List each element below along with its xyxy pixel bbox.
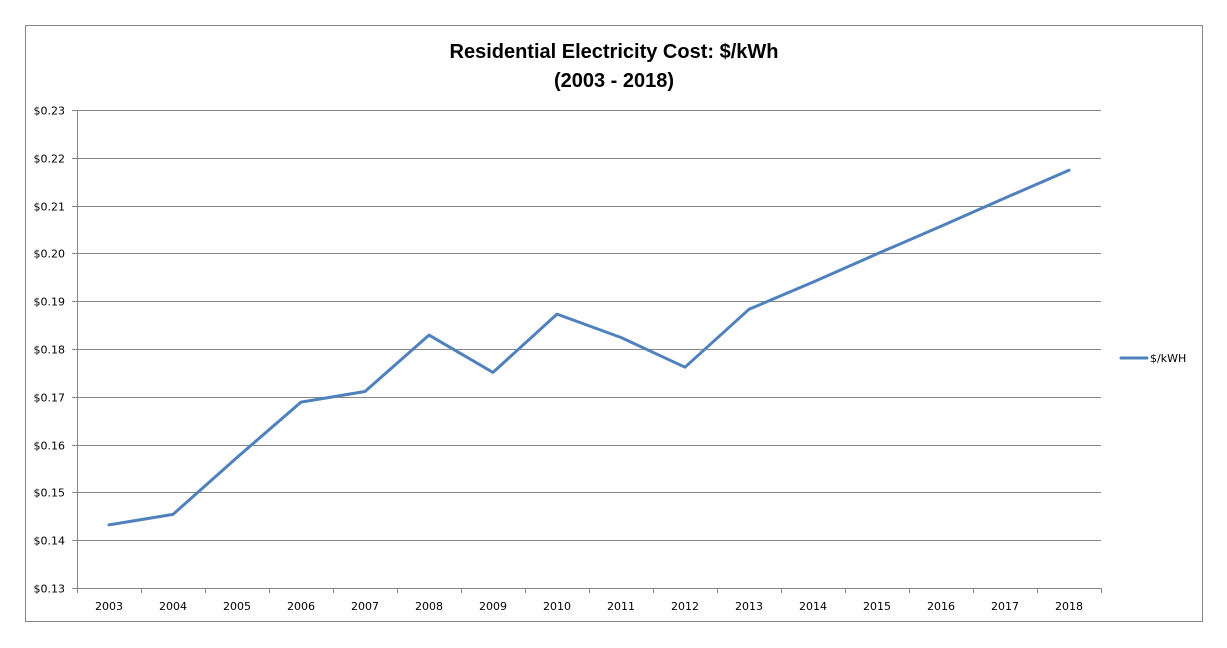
y-tick-label: $0.20	[34, 248, 66, 261]
x-tick-label: 2003	[95, 600, 123, 613]
x-tick-label: 2016	[927, 600, 955, 613]
y-tick-label: $0.14	[34, 535, 66, 548]
x-axis-tick-labels: 2003 2004 2005 2006 2007 2008 2009 2010 2011 2012…	[95, 600, 1083, 613]
series-line	[107, 168, 1071, 527]
x-tick-label: 2005	[223, 600, 251, 613]
y-tick-label: $0.21	[34, 201, 66, 214]
legend-label: $/kWH	[1150, 352, 1186, 365]
gridlines	[77, 110, 1101, 541]
x-tick-label: 2017	[991, 600, 1019, 613]
series-lines	[107, 168, 1071, 527]
legend: $/kWH	[1119, 352, 1186, 365]
y-tick-label: $0.17	[34, 392, 66, 405]
y-axis-tick-labels: $0.13 $0.14 $0.15 $0.16 $0.17 $0.18 $0.19 $0.20…	[34, 105, 66, 596]
x-tick-label: 2013	[735, 600, 763, 613]
x-tick-label: 2006	[287, 600, 315, 613]
x-tick-label: 2011	[607, 600, 635, 613]
x-tick-label: 2007	[351, 600, 379, 613]
chart-area	[25, 25, 1203, 622]
x-tick-label: 2008	[415, 600, 443, 613]
chart-subtitle: (2003 - 2018)	[554, 70, 674, 92]
x-tick-label: 2004	[159, 600, 187, 613]
y-tick-label: $0.22	[34, 153, 66, 166]
y-tick-label: $0.13	[34, 583, 66, 596]
x-tick-label: 2009	[479, 600, 507, 613]
y-tick-label: $0.15	[34, 487, 66, 500]
x-tick-label: 2018	[1055, 600, 1083, 613]
x-tick-label: 2012	[671, 600, 699, 613]
y-tick-label: $0.16	[34, 440, 66, 453]
chart-title: Residential Electricity Cost: $/kWh	[450, 41, 779, 63]
axes	[72, 110, 1102, 593]
y-tick-label: $0.19	[34, 296, 66, 309]
y-tick-label: $0.23	[34, 105, 66, 118]
y-tick-label: $0.18	[34, 344, 66, 357]
x-tick-label: 2015	[863, 600, 891, 613]
x-tick-label: 2010	[543, 600, 571, 613]
x-tick-label: 2014	[799, 600, 827, 613]
